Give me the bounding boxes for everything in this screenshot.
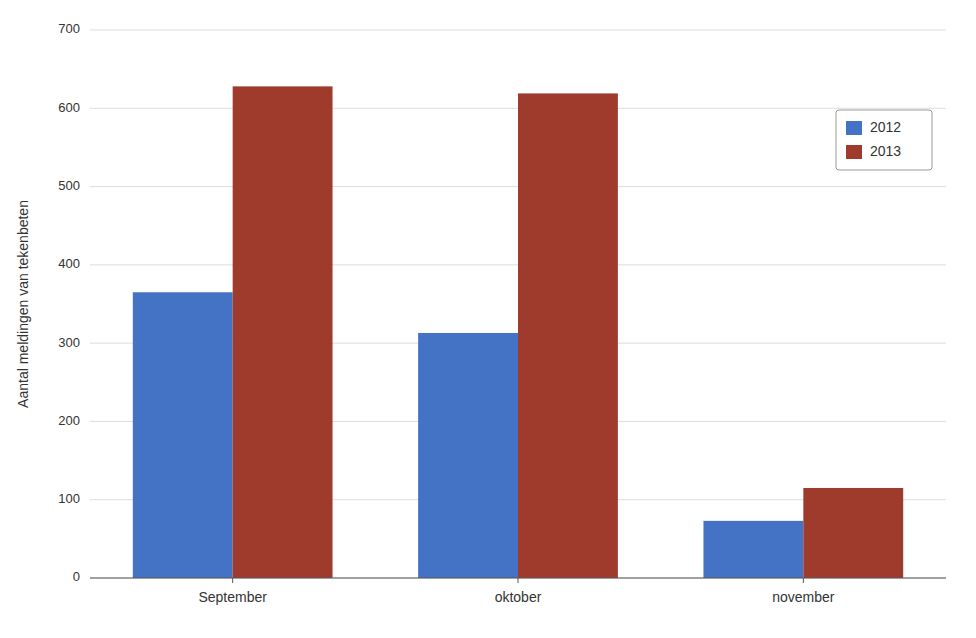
bars: [133, 86, 903, 578]
legend: 2012 2013: [836, 110, 932, 170]
bar: [703, 521, 803, 578]
y-grid: [90, 30, 946, 578]
legend-swatch: [846, 121, 862, 135]
bar: [518, 93, 618, 578]
y-tick-label: 500: [58, 178, 80, 193]
legend-label: 2013: [870, 143, 901, 159]
bar: [418, 333, 518, 578]
chart-svg: 0 100 200 300 400 500 600 700 September oktober no…: [0, 0, 976, 638]
y-tick-label: 100: [58, 491, 80, 506]
bar: [803, 488, 903, 578]
legend-box: [836, 110, 932, 170]
x-tick: [803, 578, 804, 583]
y-axis-label: Aantal meldingen van tekenbeten: [15, 200, 31, 408]
x-tick: [232, 578, 233, 583]
legend-swatch: [846, 145, 862, 159]
bar: [233, 86, 333, 578]
legend-label: 2012: [870, 119, 901, 135]
x-tick: [518, 578, 519, 583]
y-tick-label: 200: [58, 413, 80, 428]
y-tick-label: 400: [58, 256, 80, 271]
y-tick-label: 300: [58, 335, 80, 350]
x-tick-label: September: [198, 589, 267, 605]
y-tick-label: 600: [58, 100, 80, 115]
bar: [133, 292, 233, 578]
x-tick-label: november: [772, 589, 835, 605]
y-tick-label: 0: [73, 569, 80, 584]
chart-container: 0 100 200 300 400 500 600 700 September oktober no…: [0, 0, 976, 638]
grid-line: [90, 30, 946, 31]
x-tick-label: oktober: [495, 589, 542, 605]
plot-area: 0 100 200 300 400 500 600 700 September oktober no…: [58, 21, 946, 605]
y-tick-label: 700: [58, 21, 80, 36]
